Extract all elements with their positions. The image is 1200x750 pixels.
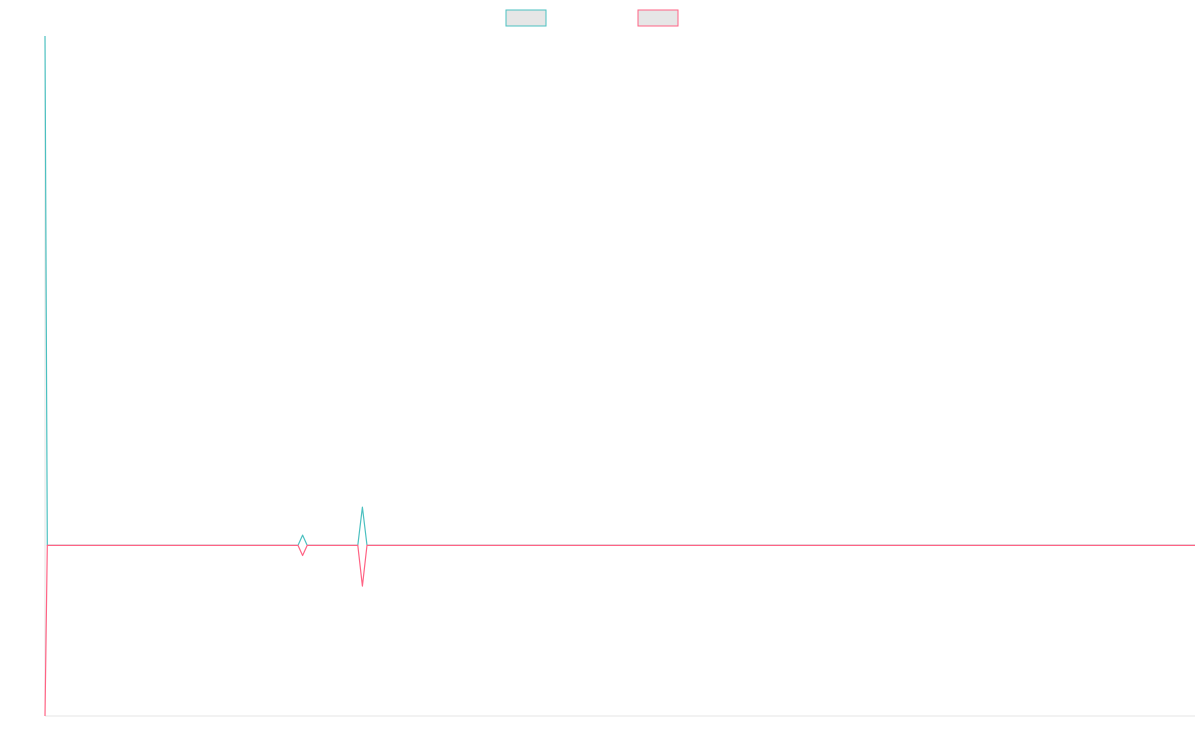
series-layer — [44, 35, 1195, 717]
series-line-1 — [44, 35, 1195, 546]
series-line-2 — [44, 544, 1195, 717]
chart-legend — [505, 9, 679, 27]
legend-swatch-2[interactable] — [637, 9, 679, 27]
legend-swatch-1[interactable] — [505, 9, 547, 27]
chart-axes — [44, 36, 1195, 717]
